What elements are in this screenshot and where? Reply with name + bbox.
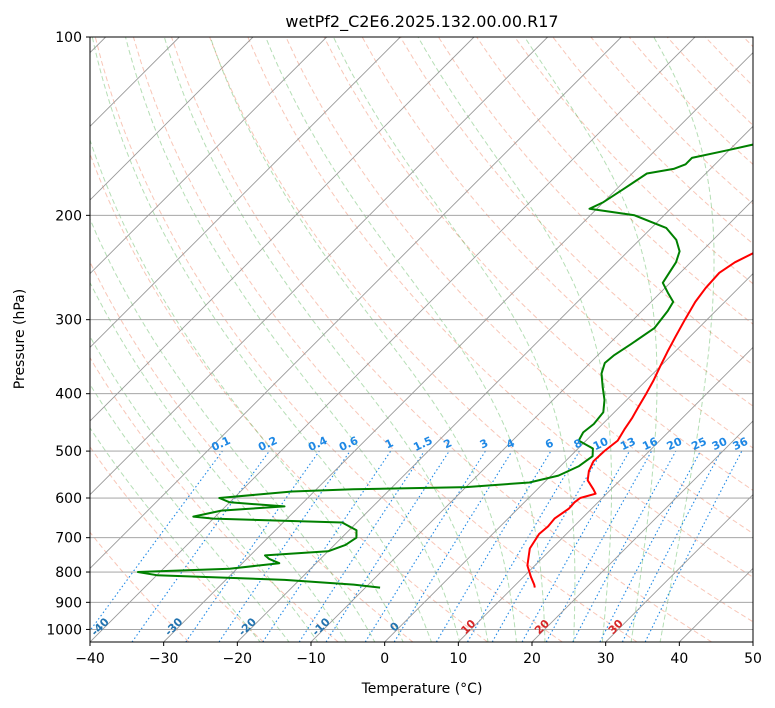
moist-adiabat — [653, 37, 715, 642]
mixing-ratio-label: 10 — [591, 435, 611, 453]
x-tick-label: −40 — [75, 651, 105, 667]
dry-adiabat — [90, 356, 339, 642]
isotherm — [90, 37, 327, 275]
mixing-ratio-line — [521, 450, 630, 642]
isotherm — [90, 37, 548, 496]
isotherm — [90, 37, 254, 201]
moist-adiabat — [91, 37, 432, 642]
axis-ticks: −40 −30 −20 −10 0 10 20 30 40 50 100 200 300 400 500 60… — [46, 30, 762, 667]
x-tick-label: 40 — [670, 651, 688, 667]
mixing-ratio-line — [90, 450, 223, 632]
x-tick-label: −20 — [223, 651, 253, 667]
moist-adiabat — [163, 37, 489, 642]
mixing-ratio-label: 16 — [640, 435, 660, 453]
x-tick-label: 0 — [380, 651, 389, 667]
isotherm — [310, 199, 753, 642]
isotherm — [90, 37, 401, 348]
y-tick-label: 900 — [55, 595, 82, 611]
chart-title: wetPf2_C2E6.2025.132.00.00.R17 — [285, 12, 558, 32]
moist-adiabat — [265, 37, 546, 642]
y-axis-label: Pressure (hPa) — [12, 289, 28, 389]
mixing-ratio-line — [644, 450, 743, 642]
moist-adiabat — [524, 37, 658, 642]
series-0-line — [526, 252, 753, 588]
isotherm-label: 40 — [0, 0, 8, 3]
moist-adiabat — [332, 37, 576, 642]
isotherm — [531, 420, 753, 642]
y-tick-label: 600 — [55, 491, 82, 507]
y-tick-label: 100 — [55, 30, 82, 46]
y-tick-label: 500 — [55, 444, 82, 460]
y-tick-label: 300 — [55, 313, 82, 329]
mixing-ratio-line — [572, 450, 677, 642]
x-tick-label: 20 — [523, 651, 541, 667]
dry-adiabat — [437, 37, 753, 366]
isotherm — [605, 494, 753, 642]
dry-adiabat — [94, 37, 563, 642]
mixing-ratio-line — [218, 450, 351, 642]
x-tick-label: −30 — [149, 651, 179, 667]
mixing-ratio-line — [185, 450, 320, 642]
dry-adiabat — [90, 531, 190, 642]
background-lines — [90, 37, 753, 642]
x-axis-label: Temperature (°C) — [361, 681, 483, 697]
mixing-ratio-label: 13 — [618, 435, 637, 453]
mixing-ratio-label: 20 — [665, 435, 685, 453]
mixing-ratio-line — [262, 450, 392, 642]
dry-adiabat — [90, 152, 488, 642]
x-tick-label: 50 — [744, 651, 762, 667]
dry-adiabat — [323, 37, 753, 491]
dry-adiabat — [361, 37, 753, 449]
isotherm — [90, 37, 622, 569]
mixing-ratio-line — [545, 450, 653, 642]
mixing-ratio-line — [298, 450, 425, 642]
isotherm — [163, 52, 753, 642]
isotherm — [90, 37, 696, 642]
dry-adiabat — [285, 37, 753, 535]
plot-background — [90, 37, 753, 642]
mixing-ratio-label: 30 — [710, 435, 730, 453]
moist-adiabat — [209, 37, 518, 642]
moist-adiabat — [90, 335, 319, 642]
x-tick-label: 30 — [597, 651, 615, 667]
moist-adiabat — [90, 138, 404, 642]
x-tick-label: −10 — [296, 651, 326, 667]
moist-adiabat — [90, 427, 261, 642]
dry-adiabat — [209, 37, 753, 623]
y-tick-label: 800 — [55, 565, 82, 581]
isotherm — [90, 37, 475, 422]
mixing-ratio-line — [131, 450, 270, 642]
isotherm — [752, 641, 753, 642]
moist-adiabat — [90, 281, 347, 642]
y-tick-label: 700 — [55, 531, 82, 547]
dry-adiabat — [132, 37, 638, 642]
dry-adiabat — [247, 37, 753, 578]
y-tick-label: 1000 — [46, 622, 82, 638]
dry-adiabat — [514, 37, 753, 285]
y-tick-label: 200 — [55, 208, 82, 224]
moist-adiabat — [90, 383, 290, 642]
y-tick-label: 400 — [55, 387, 82, 403]
dry-adiabat — [399, 37, 753, 407]
mixing-ratio-label: 36 — [731, 435, 751, 453]
mixing-ratio-line — [393, 450, 513, 642]
mixing-ratio-line — [325, 450, 450, 642]
plot-frame — [89, 36, 754, 643]
moist-adiabat — [90, 217, 376, 642]
dry-adiabat — [171, 37, 712, 642]
x-tick-label: 10 — [449, 651, 467, 667]
isotherm — [384, 273, 753, 642]
isotherm — [237, 125, 753, 642]
isotherm — [458, 346, 753, 642]
series-1-line — [136, 143, 753, 589]
dry-adiabat — [90, 446, 264, 642]
profiles — [136, 143, 753, 589]
mixing-ratio-label: 25 — [689, 435, 708, 453]
